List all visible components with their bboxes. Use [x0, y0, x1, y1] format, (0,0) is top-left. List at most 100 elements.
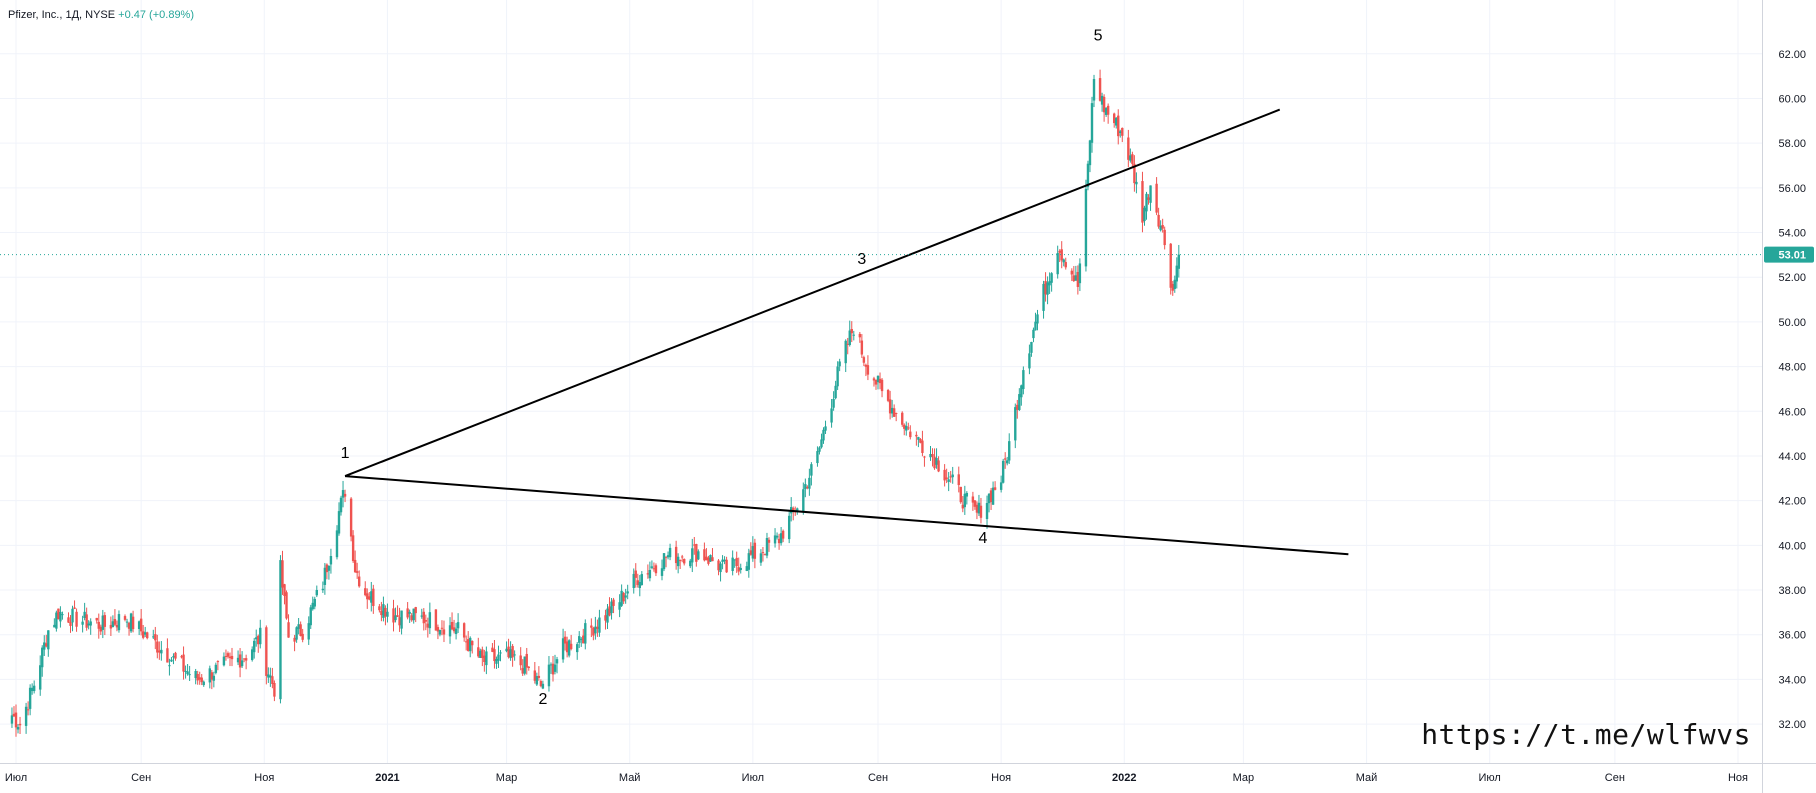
- last-price-label: 53.01: [1778, 250, 1806, 262]
- candle-body: [372, 588, 375, 606]
- candle-body: [1119, 131, 1122, 133]
- candle-body: [269, 675, 272, 678]
- candle-body: [749, 550, 753, 555]
- candle-body: [287, 622, 290, 638]
- candle-body: [792, 508, 795, 511]
- candle-body: [103, 615, 107, 627]
- candle-body: [1169, 243, 1172, 288]
- candle-body: [711, 557, 714, 562]
- y-tick-label: 48.00: [1778, 362, 1806, 374]
- candle-body: [1060, 249, 1063, 261]
- candle-body: [1106, 105, 1110, 115]
- candle-body: [273, 683, 276, 697]
- candle-body: [725, 559, 728, 573]
- candle-body: [259, 627, 262, 645]
- candle-body: [255, 637, 258, 640]
- candle-body: [808, 477, 811, 489]
- candle-body: [921, 440, 924, 453]
- candle-body: [180, 656, 183, 658]
- candle-body: [127, 622, 131, 629]
- candle-body: [313, 598, 316, 607]
- candle-body: [775, 535, 779, 538]
- candle-body: [113, 619, 117, 625]
- candle-body: [592, 627, 595, 636]
- x-tick-label: Мар: [496, 772, 518, 784]
- candle-body: [1020, 385, 1023, 398]
- x-tick-label: Сен: [868, 772, 888, 784]
- candle-body: [693, 544, 696, 546]
- candle-body: [850, 329, 853, 334]
- x-tick-label: Мар: [1233, 772, 1255, 784]
- candle-body: [1058, 250, 1061, 253]
- candle-body: [533, 670, 537, 681]
- candle-body: [382, 604, 385, 618]
- candle-body: [123, 616, 127, 620]
- candle-body: [188, 674, 191, 676]
- candle-body: [285, 592, 288, 619]
- candle-body: [28, 687, 32, 709]
- candle-body: [321, 588, 325, 591]
- candle-body: [41, 647, 44, 668]
- candle-body: [947, 479, 950, 482]
- candle-body: [495, 658, 498, 664]
- candle-body: [989, 490, 993, 503]
- candle-body: [467, 639, 470, 651]
- candle-body: [626, 591, 629, 594]
- candle-body: [596, 626, 599, 629]
- candle-body: [469, 637, 472, 652]
- candle-body: [1028, 353, 1031, 369]
- candle-body: [689, 560, 692, 567]
- candle-body: [634, 570, 637, 578]
- candle-body: [1072, 275, 1076, 281]
- candle-body: [676, 556, 680, 567]
- candle-body: [1030, 341, 1033, 353]
- candle-body: [919, 439, 922, 443]
- candle-body: [584, 623, 587, 644]
- candle-body: [737, 567, 740, 572]
- candle-body: [69, 622, 72, 626]
- candle-body: [485, 651, 488, 666]
- candle-body: [886, 389, 890, 401]
- candle-body: [236, 657, 240, 663]
- candle-body: [368, 596, 371, 600]
- candle-body: [959, 486, 962, 503]
- candle-body: [961, 504, 964, 509]
- y-tick-label: 60.00: [1778, 93, 1806, 105]
- candle-body: [1143, 207, 1146, 222]
- candle-body: [963, 493, 967, 508]
- candle-body: [765, 538, 769, 556]
- candle-body: [539, 681, 543, 687]
- candle-body: [55, 612, 58, 629]
- candle-body: [125, 621, 129, 623]
- candle-body: [61, 614, 64, 616]
- symbol-label: Pfizer, Inc., 1Д, NYSE: [8, 9, 116, 21]
- y-tick-label: 40.00: [1778, 540, 1806, 552]
- x-tick-label: Июл: [1479, 772, 1501, 784]
- candle-body: [85, 614, 88, 628]
- candle-body: [144, 632, 147, 635]
- candle-body: [678, 560, 682, 562]
- candle-body: [394, 615, 397, 621]
- candle-body: [386, 611, 389, 617]
- candle-body: [1090, 103, 1094, 143]
- candle-body: [97, 621, 100, 629]
- candle-body: [949, 476, 952, 478]
- candle-body: [442, 629, 446, 635]
- candle-body: [957, 474, 960, 486]
- candle-body: [668, 547, 672, 558]
- candle-body: [471, 640, 474, 646]
- candle-body: [733, 559, 736, 561]
- candle-body: [45, 643, 48, 647]
- candle-body: [293, 637, 296, 642]
- candle-body: [535, 676, 539, 685]
- candle-body: [553, 664, 557, 672]
- trendlines[interactable]: [344, 108, 1349, 556]
- candle-body: [878, 378, 882, 384]
- candle-body: [945, 477, 948, 479]
- candle-body: [638, 581, 641, 589]
- candle-body: [513, 654, 516, 656]
- candle-body: [384, 607, 387, 617]
- candle-body: [1175, 265, 1178, 282]
